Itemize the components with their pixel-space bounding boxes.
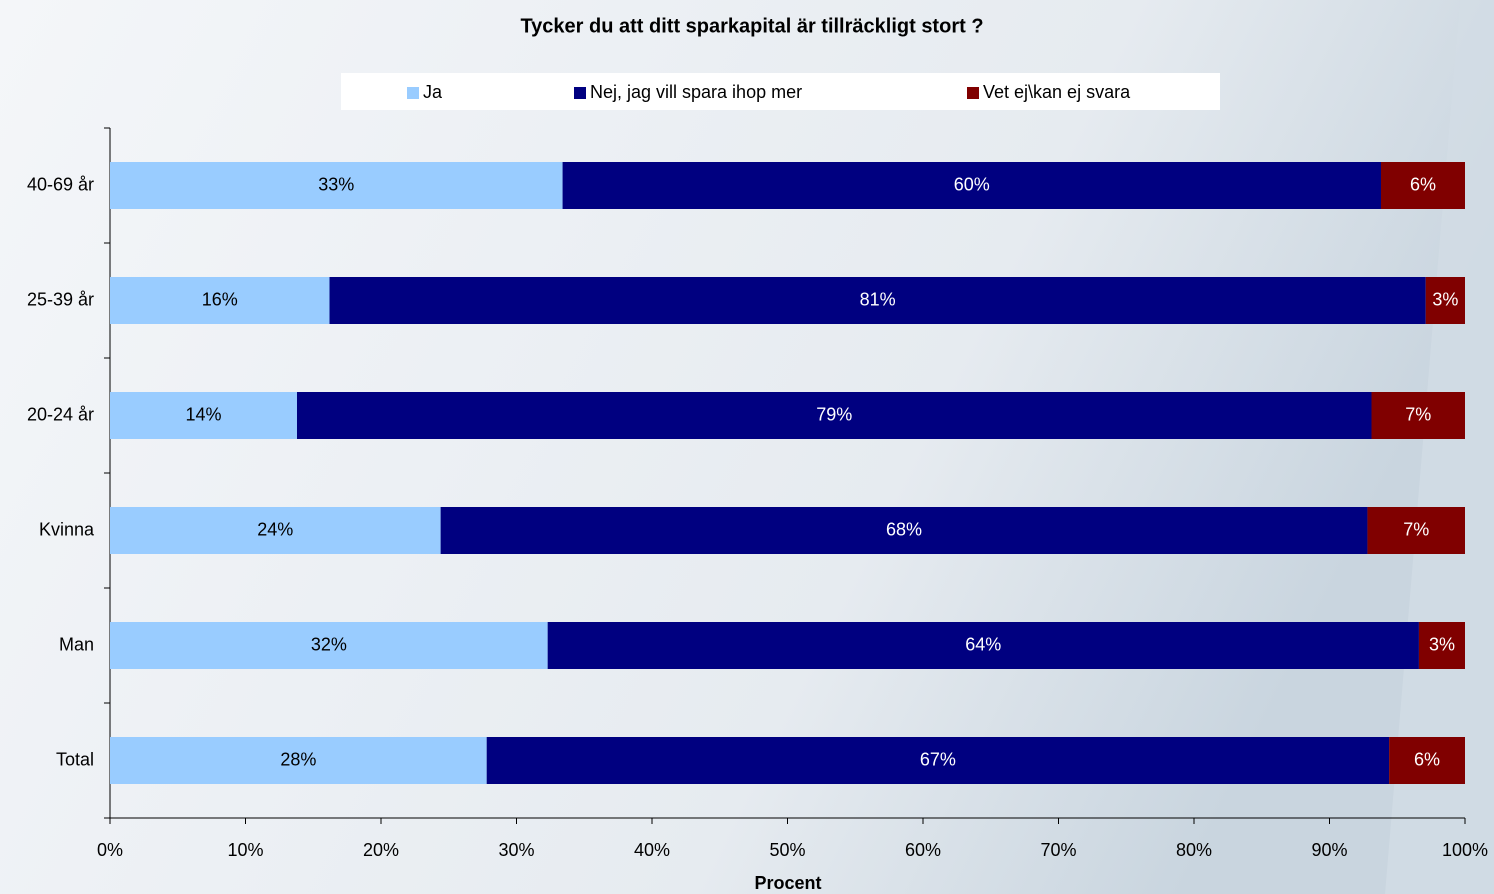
legend-swatch: [574, 87, 586, 99]
bar-segment: [1371, 392, 1465, 439]
y-tick-label: 25-39 år: [27, 289, 94, 309]
legend-label: Ja: [423, 82, 443, 102]
bar-segment: [486, 737, 1390, 784]
bar-segment: [110, 392, 297, 439]
bar-segment: [547, 622, 1419, 669]
bar-segment: [110, 622, 548, 669]
x-tick-label: 60%: [905, 840, 941, 860]
bar-segment: [110, 277, 330, 324]
data-label: 32%: [311, 634, 347, 654]
data-label: 81%: [860, 289, 896, 309]
bar-segment: [1389, 737, 1465, 784]
x-tick-label: 50%: [769, 840, 805, 860]
x-tick-label: 20%: [363, 840, 399, 860]
bar-segment: [440, 507, 1368, 554]
data-label: 6%: [1414, 749, 1440, 769]
bar-segment: [296, 392, 1372, 439]
data-label: 6%: [1410, 174, 1436, 194]
x-tick-label: 0%: [97, 840, 123, 860]
x-tick-label: 80%: [1176, 840, 1212, 860]
data-label: 16%: [202, 289, 238, 309]
x-tick-label: 40%: [634, 840, 670, 860]
y-tick-label: Kvinna: [39, 519, 95, 539]
legend-label: Vet ej\kan ej svara: [983, 82, 1131, 102]
data-label: 7%: [1403, 519, 1429, 539]
y-tick-label: 40-69 år: [27, 174, 94, 194]
bar-segment: [110, 507, 441, 554]
legend-label: Nej, jag vill spara ihop mer: [590, 82, 802, 102]
legend-swatch: [407, 87, 419, 99]
data-label: 68%: [886, 519, 922, 539]
bar-segment: [110, 162, 563, 209]
bar-segment: [1380, 162, 1465, 209]
bar-segment: [1425, 277, 1465, 324]
y-tick-label: 20-24 år: [27, 404, 94, 424]
data-label: 3%: [1432, 289, 1458, 309]
bar-segment: [110, 737, 487, 784]
legend-swatch: [967, 87, 979, 99]
data-label: 79%: [816, 404, 852, 424]
x-tick-label: 10%: [227, 840, 263, 860]
chart-title: Tycker du att ditt sparkapital är tillrä…: [520, 15, 983, 37]
data-label: 33%: [318, 174, 354, 194]
bar-segment: [562, 162, 1381, 209]
bar-segment: [329, 277, 1426, 324]
data-label: 7%: [1405, 404, 1431, 424]
x-axis-label: Procent: [754, 873, 821, 893]
data-label: 24%: [257, 519, 293, 539]
y-tick-label: Total: [56, 749, 94, 769]
background-stripe: [1385, 0, 1494, 894]
data-label: 14%: [185, 404, 221, 424]
legend-box: [341, 73, 1220, 110]
data-label: 3%: [1429, 634, 1455, 654]
bar-segment: [1418, 622, 1465, 669]
bar-segment: [1367, 507, 1465, 554]
x-tick-label: 100%: [1442, 840, 1488, 860]
data-label: 67%: [920, 749, 956, 769]
data-label: 28%: [280, 749, 316, 769]
x-tick-label: 30%: [498, 840, 534, 860]
data-label: 64%: [965, 634, 1001, 654]
x-tick-label: 70%: [1040, 840, 1076, 860]
data-label: 60%: [954, 174, 990, 194]
y-tick-label: Man: [59, 634, 94, 654]
x-tick-label: 90%: [1311, 840, 1347, 860]
